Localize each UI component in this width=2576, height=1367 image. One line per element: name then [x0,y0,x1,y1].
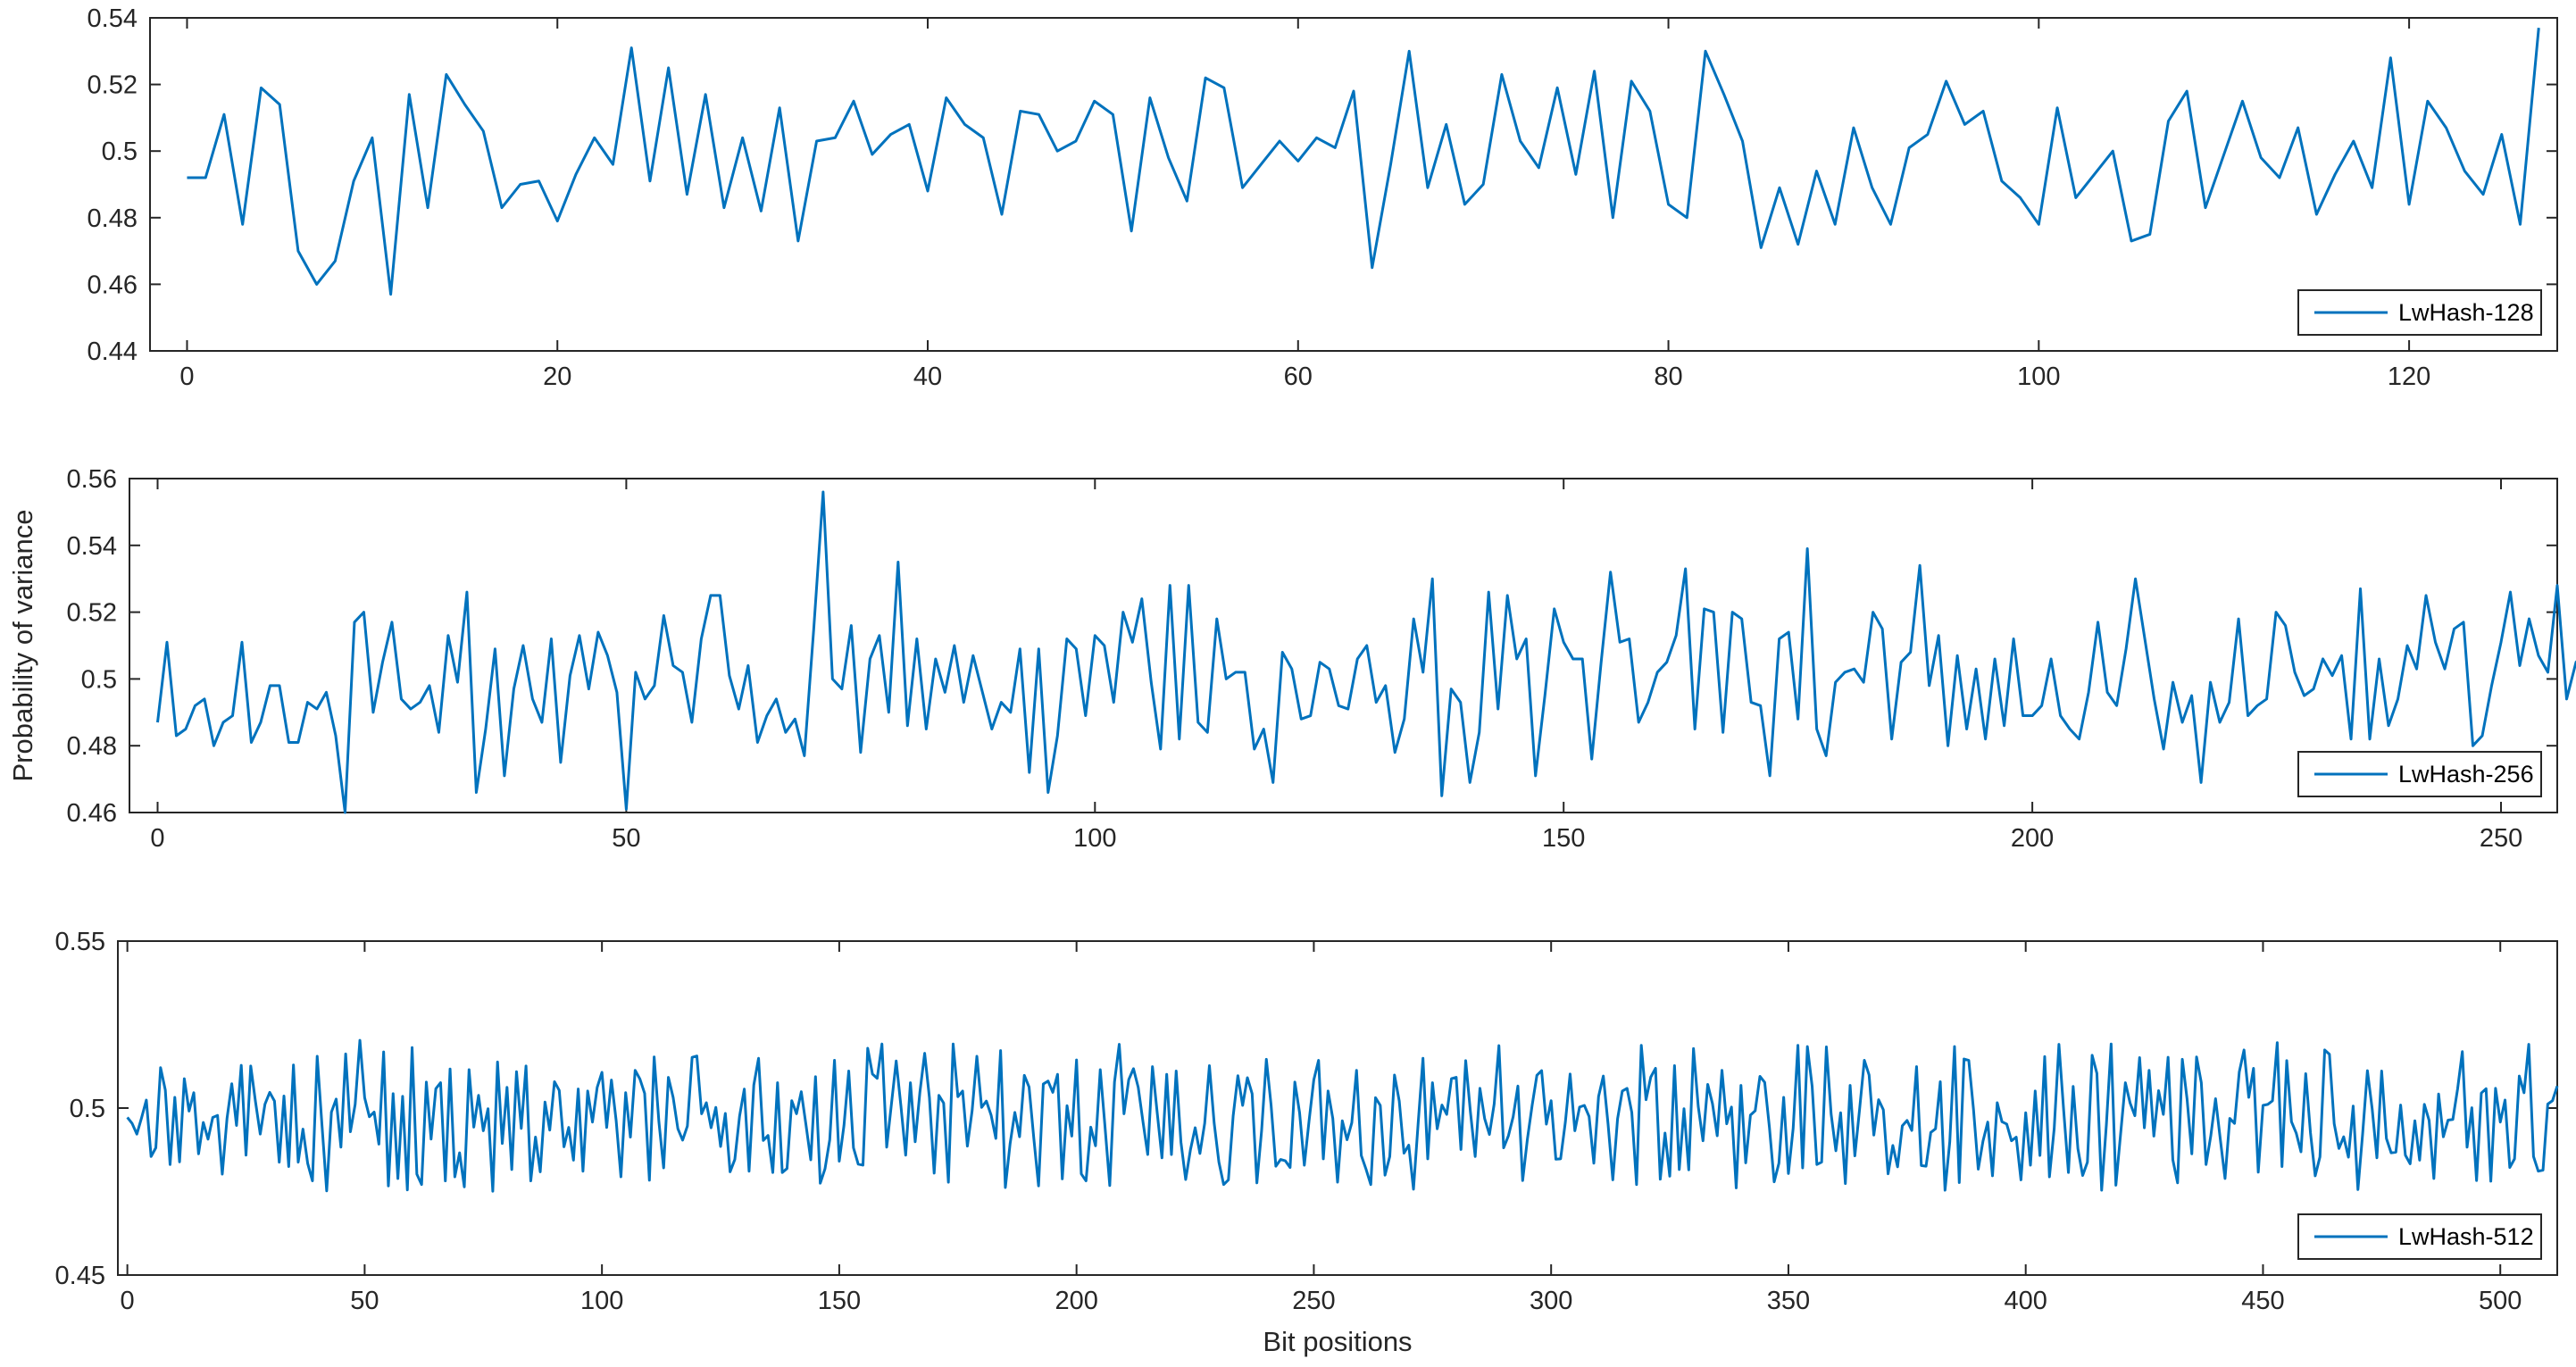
x-tick-label: 450 [2241,1287,2284,1315]
x-tick-label: 20 [543,363,571,391]
x-tick-label: 0 [179,363,194,391]
y-tick-label: 0.46 [88,271,138,299]
series-line-lwhash-256 [156,490,2576,814]
x-tick-label: 250 [1292,1287,1335,1315]
x-tick-label: 80 [1654,363,1682,391]
legend: LwHash-512 [2297,1213,2542,1260]
y-tick-label: 0.56 [67,465,117,494]
x-tick-label: 100 [580,1287,623,1315]
series-line-lwhash-128 [187,28,2540,296]
series-line-lwhash-512 [126,1038,2559,1193]
y-tick-label: 0.55 [55,928,105,956]
axes-frame [149,17,2558,352]
x-tick-label: 150 [818,1287,861,1315]
x-tick-label: 120 [2388,363,2430,391]
y-tick-label: 0.52 [88,71,138,100]
legend: LwHash-256 [2297,751,2542,797]
x-tick-label: 50 [612,824,640,853]
x-tick-label: 0 [121,1287,135,1315]
y-tick-label: 0.46 [67,799,117,828]
x-tick-label: 0 [150,824,164,853]
y-tick-label: 0.48 [88,204,138,233]
y-tick-label: 0.48 [67,732,117,761]
y-tick-label: 0.5 [102,138,138,166]
x-tick-label: 200 [1055,1287,1097,1315]
chart-panel-lwhash-128: 0 20 40 60 80 100 120 0.44 0.46 0.48 0.5 0.52 0.54 Lw… [88,4,2558,391]
axes-frame [129,478,2558,813]
x-tick-label: 500 [2479,1287,2522,1315]
y-tick-label: 0.52 [67,599,117,628]
x-tick-label: 100 [2017,363,2060,391]
y-tick-label: 0.54 [88,4,138,33]
x-tick-label: 150 [1542,824,1585,853]
x-tick-label: 400 [2005,1287,2047,1315]
y-tick-label: 0.5 [81,665,117,694]
legend: LwHash-128 [2297,289,2542,336]
chart-panel-lwhash-256: 0 50 100 150 200 250 0.46 0.48 0.5 0.52 0.54 0.56 Lw… [7,465,2576,853]
x-tick-label: 250 [2480,824,2522,853]
legend-label: LwHash-512 [2398,1223,2534,1250]
axes-frame [117,940,2558,1276]
y-tick-label: 0.54 [67,532,117,561]
x-tick-label: 350 [1767,1287,1810,1315]
legend-label: LwHash-128 [2398,299,2534,326]
y-tick-label: 0.5 [70,1095,105,1123]
x-tick-label: 60 [1284,363,1313,391]
y-axis-label: Probability of variance [7,510,38,782]
chart-panel-lwhash-512: 0 50 100 150 200 250 300 350 400 450 500 0.45 0.5 0.5… [55,928,2559,1357]
x-tick-label: 40 [913,363,942,391]
x-tick-label: 100 [1073,824,1116,853]
y-tick-label: 0.44 [88,338,138,366]
x-tick-label: 200 [2011,824,2054,853]
x-tick-label: 300 [1530,1287,1572,1315]
x-tick-label: 50 [350,1287,379,1315]
legend-label: LwHash-256 [2398,761,2534,788]
x-axis-label: Bit positions [1263,1326,1412,1357]
y-tick-label: 0.45 [55,1262,105,1290]
